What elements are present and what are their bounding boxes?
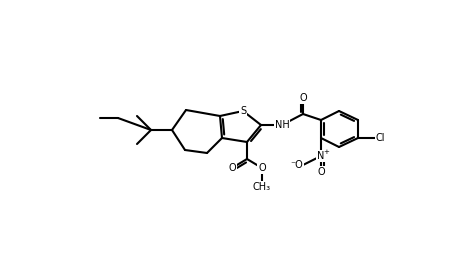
Text: O: O: [299, 93, 307, 103]
Text: O: O: [317, 167, 325, 177]
Text: O: O: [228, 163, 236, 173]
Text: CH₃: CH₃: [253, 182, 271, 192]
Text: ⁻O: ⁻O: [290, 160, 303, 170]
Text: Cl: Cl: [376, 133, 386, 143]
Text: S: S: [240, 106, 246, 116]
Text: O: O: [258, 163, 266, 173]
Text: NH: NH: [275, 120, 289, 130]
Text: +: +: [323, 149, 329, 155]
Text: N: N: [318, 151, 325, 161]
